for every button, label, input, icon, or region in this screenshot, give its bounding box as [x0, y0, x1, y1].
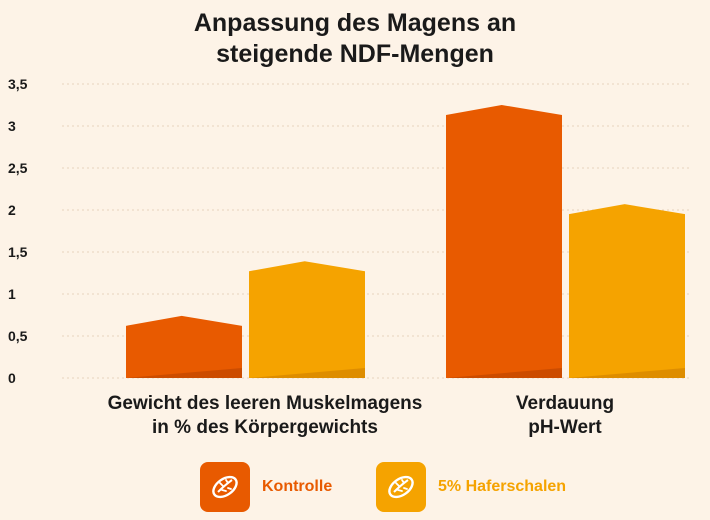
y-tick-label: 3,5 [8, 76, 28, 92]
category-label-muskelmagen: Gewicht des leeren Muskelmagens in % des… [50, 392, 480, 440]
bar [446, 105, 562, 378]
y-tick-label: 0 [8, 370, 16, 386]
bar [569, 204, 685, 378]
legend-item-haferschalen: 5% Haferschalen [376, 462, 566, 512]
category-label-line: Verdauung [515, 393, 615, 414]
y-tick-label: 1,5 [8, 244, 28, 260]
legend-label: Kontrolle [262, 478, 333, 495]
category-label-line: Gewicht des leeren Muskelmagens [107, 393, 423, 414]
bar-shadow [446, 368, 562, 378]
bar-shadow [569, 368, 685, 378]
bar-shadow [126, 368, 242, 378]
y-tick-label: 2,5 [8, 160, 28, 176]
category-label-verdauung: Verdauung pH-Wert [465, 392, 665, 440]
bar [126, 315, 242, 378]
grain-icon [376, 462, 426, 512]
legend-label: 5% Haferschalen [438, 478, 567, 495]
category-label-line: pH-Wert [528, 417, 602, 438]
chart-title-line-2: steigende NDF-Mengen [216, 40, 494, 68]
y-tick-label: 1 [8, 286, 16, 302]
y-tick-label: 3 [8, 118, 16, 134]
legend-item-kontrolle: Kontrolle [200, 462, 332, 512]
y-tick-label: 0,5 [8, 328, 28, 344]
chart-title-line-1: Anpassung des Magens an [193, 9, 517, 37]
bar-shadow [249, 368, 365, 378]
y-tick-label: 2 [8, 202, 16, 218]
grain-icon [200, 462, 250, 512]
bar [249, 261, 365, 378]
chart-title: Anpassung des Magens an steigende NDF-Me… [0, 8, 710, 70]
category-label-line: in % des Körpergewichts [152, 417, 378, 438]
